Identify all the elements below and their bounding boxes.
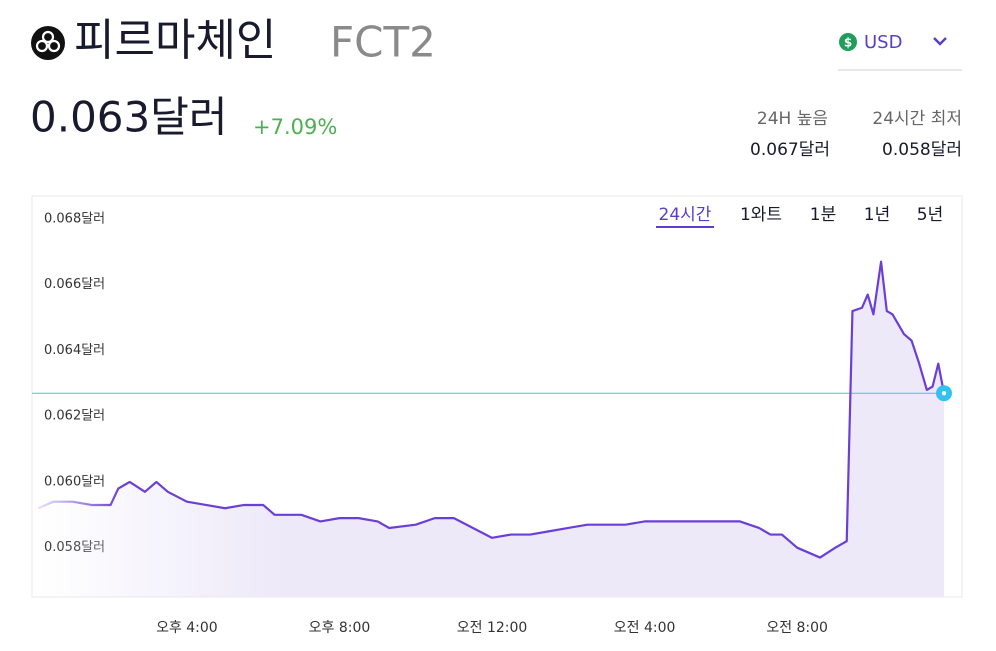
range-button[interactable]: 5년 bbox=[917, 205, 943, 225]
x-tick-label: 오후 8:00 bbox=[309, 620, 371, 636]
y-tick-label: 0.060달러 bbox=[44, 474, 105, 489]
y-tick-label: 0.064달러 bbox=[44, 343, 105, 358]
x-tick-label: 오전 4:00 bbox=[614, 620, 676, 636]
stat-value: 0.067달러 bbox=[750, 140, 830, 160]
price: 0.063달러 bbox=[30, 93, 228, 142]
range-button[interactable]: 1년 bbox=[864, 205, 890, 225]
coin-symbol: FCT2 bbox=[330, 18, 436, 67]
x-tick-label: 오전 8:00 bbox=[766, 620, 828, 636]
y-tick-label: 0.068달러 bbox=[44, 212, 105, 227]
last-price-dot-center bbox=[941, 391, 947, 396]
range-button[interactable]: 1와트 bbox=[740, 205, 782, 225]
y-tick-label: 0.066달러 bbox=[44, 277, 105, 292]
stat-label: 24시간 최저 bbox=[872, 109, 962, 129]
price-change: +7.09% bbox=[253, 115, 337, 139]
range-button[interactable]: 1분 bbox=[810, 205, 836, 225]
y-tick-label: 0.062달러 bbox=[44, 409, 105, 424]
area bbox=[38, 261, 945, 597]
currency-label: USD bbox=[864, 32, 902, 53]
currency-select[interactable]: $ USD bbox=[838, 32, 962, 71]
range-button[interactable]: 24시간 bbox=[659, 205, 712, 225]
price-line bbox=[37, 260, 946, 559]
logo bbox=[31, 26, 65, 60]
coin-name: 피르마체인 bbox=[74, 15, 276, 66]
stat-label: 24H 높음 bbox=[757, 109, 828, 129]
stat-value: 0.058달러 bbox=[882, 140, 962, 160]
x-tick-label: 오후 4:00 bbox=[156, 620, 218, 636]
x-tick-label: 오전 12:00 bbox=[457, 620, 528, 636]
svg-text:$: $ bbox=[844, 36, 852, 50]
